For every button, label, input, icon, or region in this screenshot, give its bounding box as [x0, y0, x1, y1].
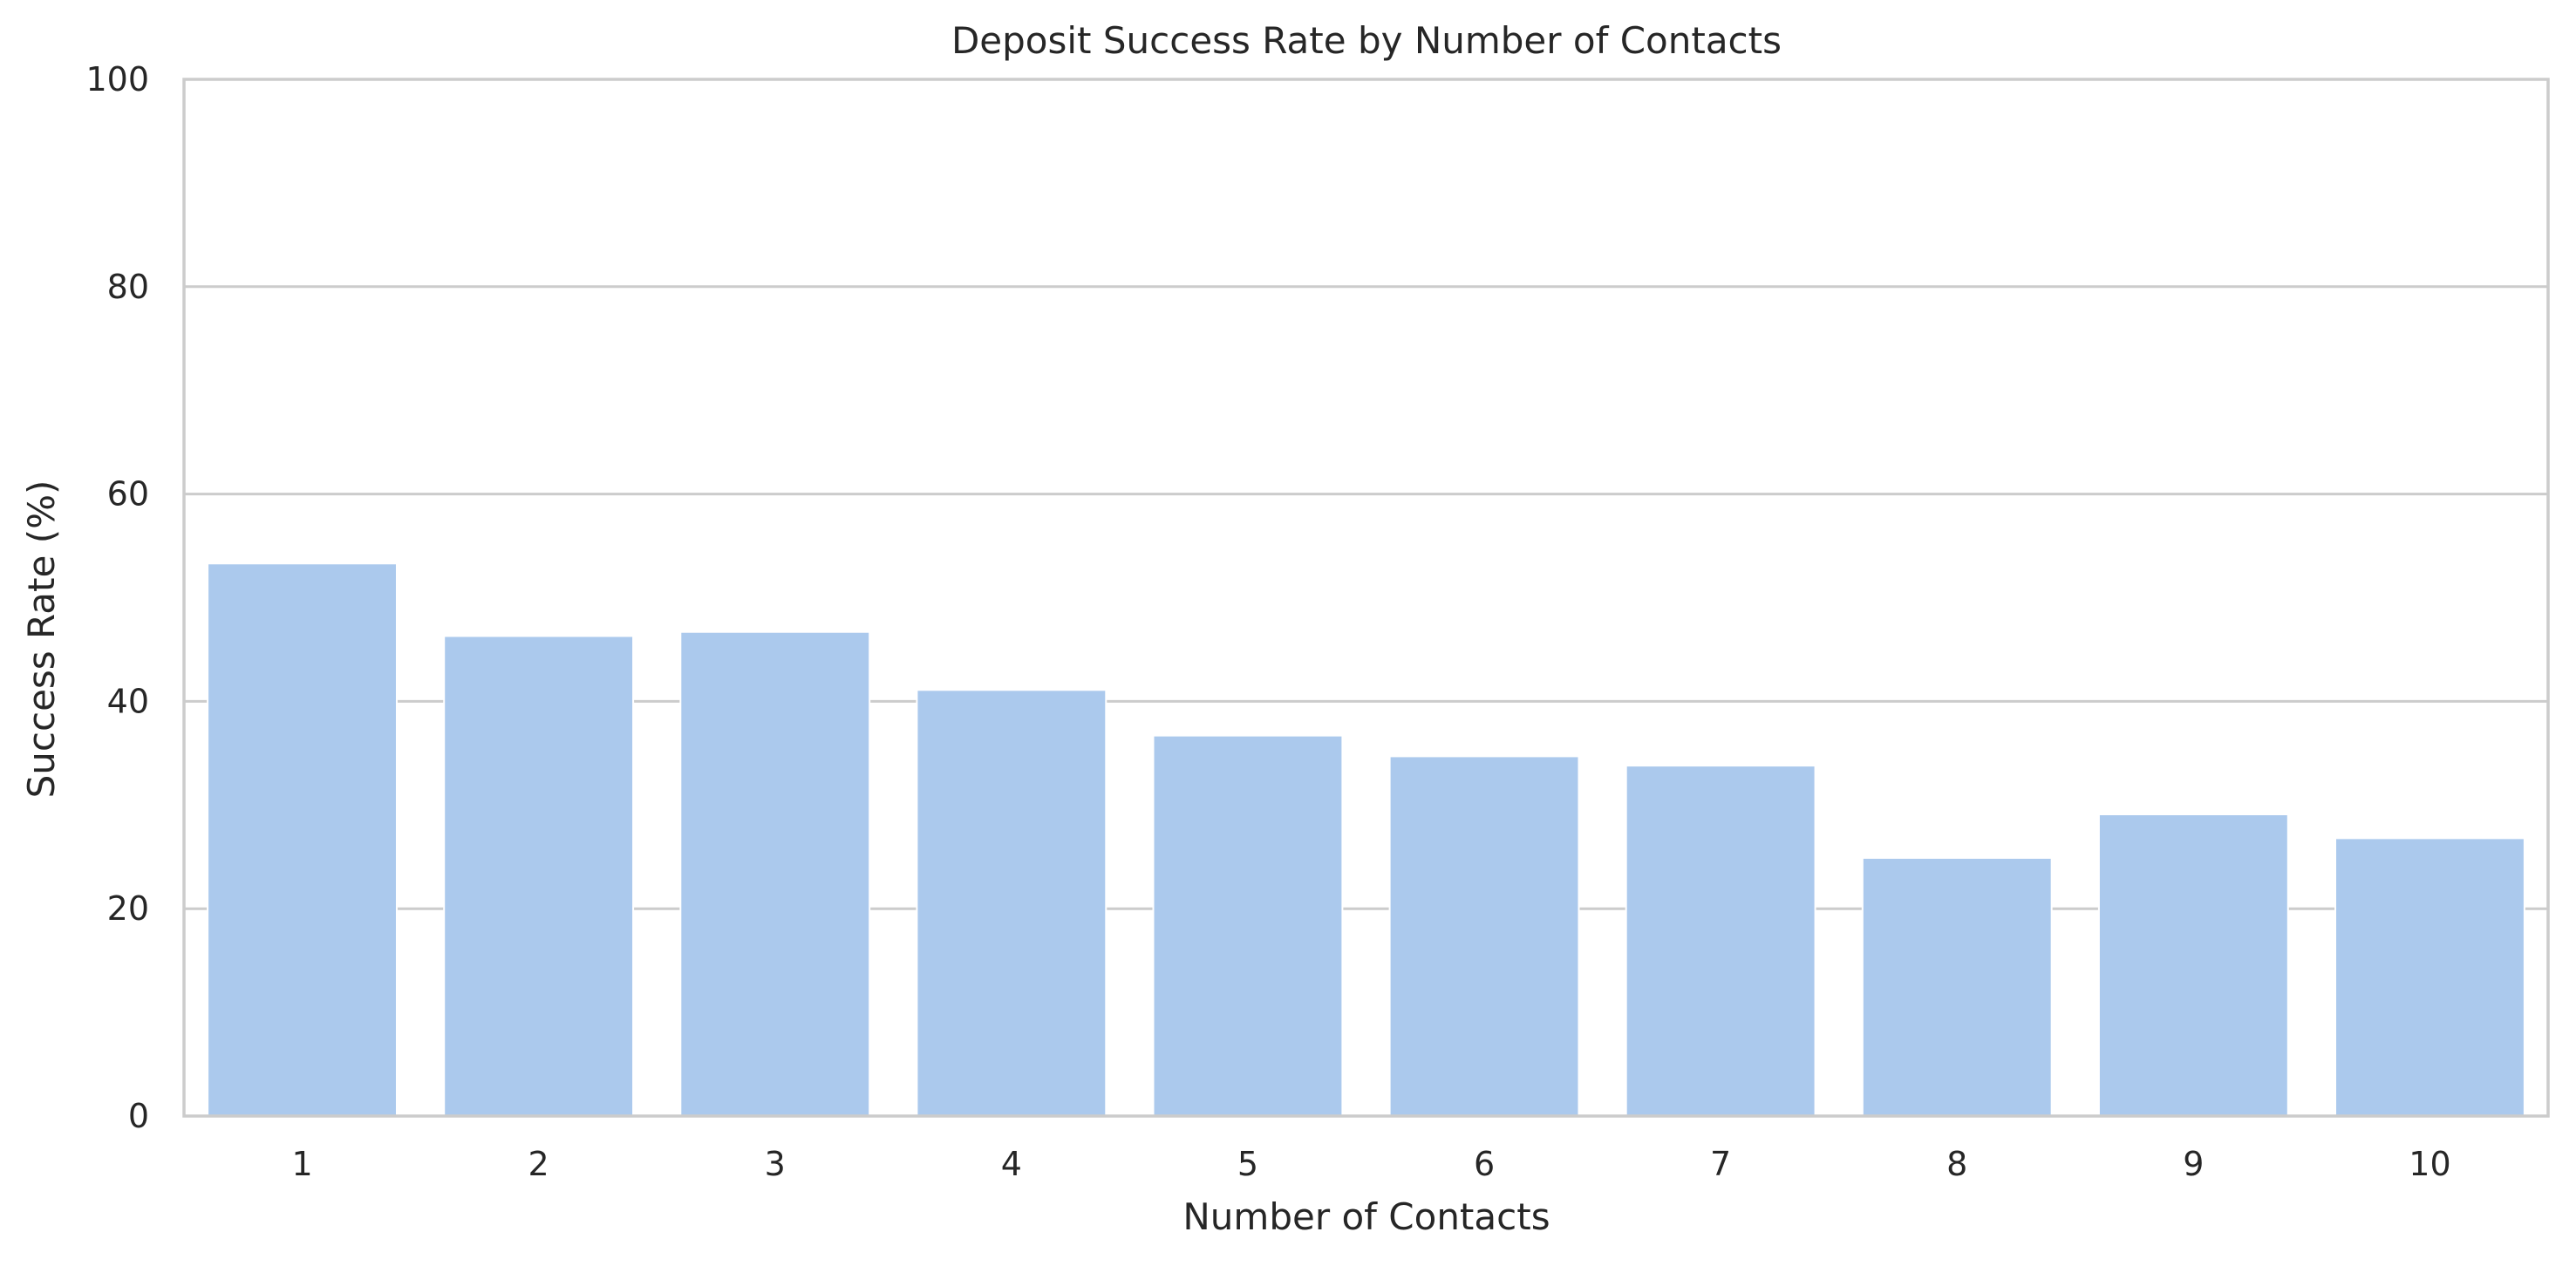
y-tick-label: 40 — [107, 682, 149, 720]
bar-5 — [1152, 734, 1344, 1118]
bar-3 — [679, 630, 871, 1117]
bar-9 — [2097, 813, 2289, 1117]
bar-6 — [1388, 755, 1580, 1117]
x-tick-labels: 1 2 3 4 5 6 7 8 9 10 — [291, 1145, 2450, 1183]
y-tick-label: 0 — [128, 1097, 149, 1135]
bar-2 — [443, 635, 635, 1117]
x-axis-label: Number of Contacts — [1182, 1195, 1550, 1238]
y-tick-label: 100 — [85, 60, 149, 99]
bar-4 — [916, 689, 1107, 1117]
x-tick-label: 1 — [291, 1145, 312, 1183]
x-tick-label: 6 — [1474, 1145, 1495, 1183]
x-tick-label: 5 — [1237, 1145, 1258, 1183]
y-tick-label: 20 — [107, 889, 149, 928]
x-tick-label: 7 — [1710, 1145, 1731, 1183]
y-tick-label: 80 — [107, 268, 149, 306]
y-tick-labels: 0 20 40 60 80 100 — [85, 60, 149, 1135]
x-tick-label: 3 — [765, 1145, 786, 1183]
x-tick-label: 9 — [2183, 1145, 2204, 1183]
bar-10 — [2334, 837, 2525, 1118]
bar-8 — [1861, 856, 2053, 1118]
chart-title: Deposit Success Rate by Number of Contac… — [951, 19, 1782, 62]
x-tick-label: 8 — [1946, 1145, 1967, 1183]
bar-1 — [207, 562, 398, 1117]
y-tick-label: 60 — [107, 475, 149, 514]
bars — [207, 562, 2525, 1118]
bar-7 — [1625, 765, 1816, 1117]
x-tick-label: 10 — [2409, 1145, 2450, 1183]
x-tick-label: 2 — [528, 1145, 549, 1183]
axes-frame — [182, 78, 2550, 1118]
y-axis-label: Success Rate (%) — [20, 480, 63, 799]
x-tick-label: 4 — [1001, 1145, 1022, 1183]
